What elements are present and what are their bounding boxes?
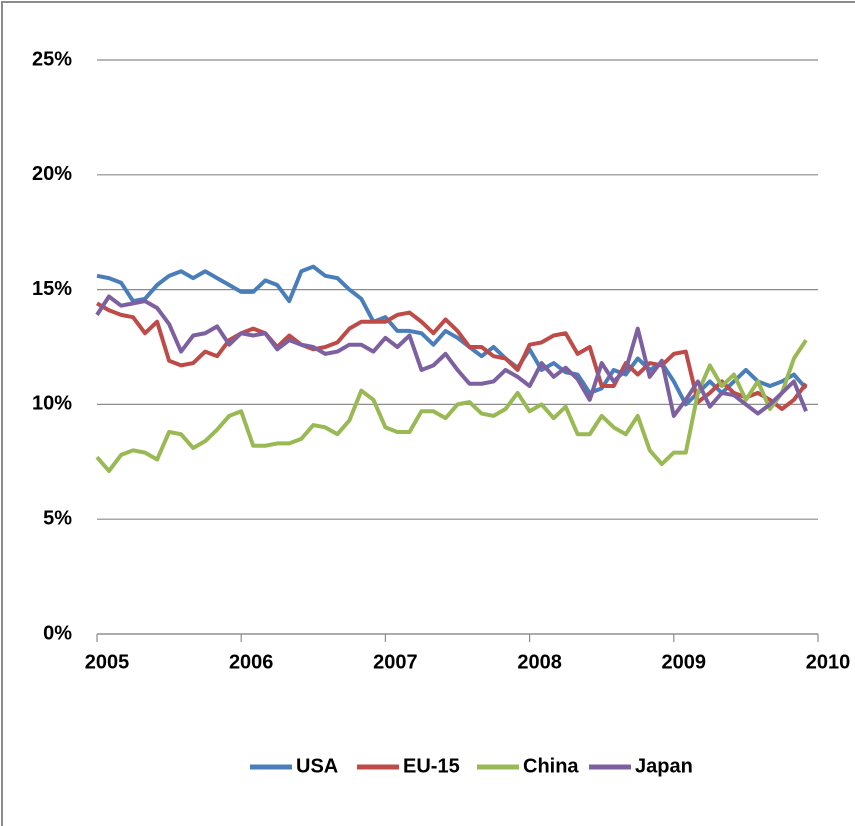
legend-label: USA xyxy=(296,755,338,777)
legend-label: China xyxy=(523,755,579,777)
y-tick-label: 0% xyxy=(43,622,72,644)
y-tick-label: 10% xyxy=(32,393,72,415)
series-line xyxy=(96,264,808,407)
legend-label: Japan xyxy=(635,755,693,777)
y-tick-label: 25% xyxy=(32,48,72,70)
x-tick-label: 2010 xyxy=(806,651,851,673)
series-line xyxy=(96,301,808,411)
x-tick-label: 2009 xyxy=(662,651,707,673)
y-tick-label: 20% xyxy=(32,163,72,185)
x-tick-label: 2008 xyxy=(517,651,562,673)
x-tick-label: 2005 xyxy=(85,651,130,673)
x-tick-label: 2007 xyxy=(373,651,418,673)
series-line xyxy=(95,294,808,418)
legend-label: EU-15 xyxy=(403,755,460,777)
y-tick-label: 15% xyxy=(32,278,72,300)
y-tick-label: 5% xyxy=(43,507,72,529)
x-tick-label: 2006 xyxy=(229,651,274,673)
series-line xyxy=(95,339,808,473)
